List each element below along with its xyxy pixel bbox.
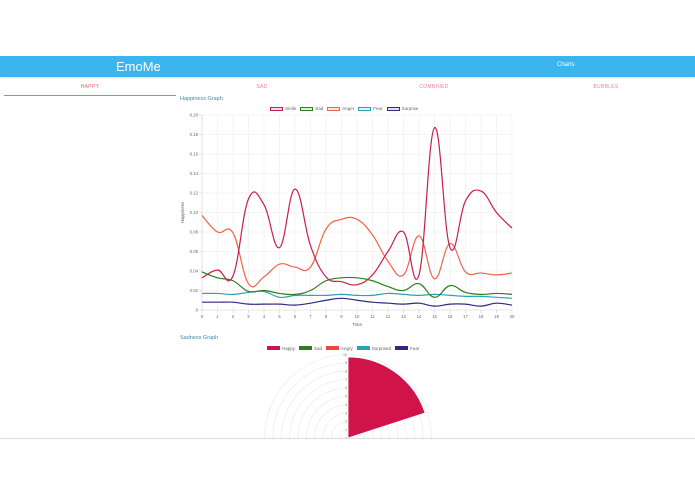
y-tick-label: 0.04 [190, 269, 199, 274]
x-tick-label: 10 [355, 314, 360, 319]
x-tick-label: 18 [479, 314, 484, 319]
sadness-graph-title: Sadness Graph [180, 335, 219, 341]
tab-sad[interactable]: SAD [256, 84, 268, 90]
legend-label: Sad [315, 106, 324, 111]
tab-happy[interactable]: HAPPY [4, 80, 176, 96]
radial-tick-label: 0 [345, 436, 347, 438]
radial-tick-label: 10 [343, 353, 347, 357]
radial-tick-label: 9 [345, 361, 347, 365]
happiness-graph-title: Happiness Graph [180, 96, 223, 102]
y-tick-label: 0.06 [190, 249, 199, 254]
radial-tick-label: 3 [345, 411, 347, 415]
legend-swatch-icon [356, 346, 370, 350]
x-tick-label: 12 [386, 314, 391, 319]
legend-item-fear[interactable]: Fear [358, 106, 383, 111]
y-tick-label: 0.10 [190, 210, 199, 215]
legend-item-surprised[interactable]: Surprised [356, 345, 392, 351]
x-tick-label: 6 [294, 314, 297, 319]
x-axis-title: Time [352, 322, 362, 327]
x-tick-label: 13 [401, 314, 406, 319]
app-bar: EmoMe Charts [0, 56, 695, 77]
x-tick-label: 1 [216, 314, 219, 319]
legend-label: Fear [410, 345, 420, 351]
x-tick-label: 15 [432, 314, 437, 319]
radial-tick-label: 6 [345, 386, 347, 390]
legend-swatch-icon [267, 346, 280, 350]
radial-tick-label: 5 [345, 395, 347, 399]
legend-label: Sad [314, 345, 323, 351]
series-line-smile[interactable] [201, 127, 513, 286]
series-line-surprise[interactable] [201, 297, 513, 307]
legend-swatch-icon [326, 346, 340, 350]
legend-label: Anger [342, 106, 355, 111]
x-tick-label: 8 [325, 314, 328, 319]
tab-combined[interactable]: COMBINED [419, 84, 449, 90]
y-tick-label: 0.14 [190, 171, 199, 176]
legend-item-angry[interactable]: Angry [326, 346, 353, 351]
x-tick-label: 20 [510, 314, 515, 319]
radial-tick-label: 4 [345, 403, 347, 407]
sadness-polar-chart: 0 1 2 3 4 5 6 7 8 9 10 [264, 352, 432, 438]
legend-item-happy[interactable]: Happy [267, 346, 295, 351]
legend-label: Surprise [401, 106, 419, 111]
legend-swatch-icon [299, 346, 313, 350]
radial-tick-label: 2 [345, 420, 347, 424]
x-tick-label: 9 [340, 314, 343, 319]
app-title[interactable]: EmoMe [116, 59, 161, 74]
footer-area [0, 439, 695, 494]
y-tick-label: 0.16 [190, 152, 199, 157]
legend-swatch-icon [358, 106, 372, 111]
series-line-anger[interactable] [201, 215, 513, 288]
y-tick-label: 0.12 [190, 191, 199, 196]
x-tick-label: 3 [247, 314, 250, 319]
legend-label: Fear [373, 106, 383, 111]
y-tick-label: 0 [196, 308, 199, 313]
legend-swatch-icon [300, 106, 314, 111]
x-tick-label: 4 [263, 314, 266, 319]
radial-tick-label: 7 [345, 378, 347, 382]
sadness-legend: Happy Sad Angry Surprised Fear [267, 346, 423, 351]
x-tick-label: 14 [417, 314, 422, 319]
legend-swatch-icon [327, 106, 341, 111]
y-axis-title: Happiness [180, 201, 185, 223]
legend-item-surprise[interactable]: Surprise [386, 106, 419, 111]
x-tick-label: 19 [494, 314, 499, 319]
legend-item-sad[interactable]: Sad [299, 346, 322, 351]
legend-swatch-icon [395, 346, 409, 350]
x-tick-label: 5 [278, 314, 281, 319]
legend-label: Surprised [371, 345, 392, 351]
y-tick-label: 0.18 [190, 132, 199, 137]
y-tick-label: 0.02 [190, 288, 199, 293]
tab-bar: HAPPY SAD COMBINED BUBBLES [0, 80, 695, 96]
legend-swatch-icon [270, 106, 283, 111]
radial-tick-label: 8 [345, 370, 347, 374]
legend-swatch-icon [386, 106, 400, 111]
x-tick-label: 16 [448, 314, 453, 319]
y-tick-label: 0.08 [190, 230, 199, 235]
series-line-sad[interactable] [201, 271, 513, 298]
happiness-line-chart: 0 0.02 0.04 0.06 0.08 0.10 0.12 0.14 0.16 0.18 0.2… [180, 113, 515, 328]
polar-wedge-happy[interactable] [347, 356, 426, 438]
legend-item-anger[interactable]: Anger [327, 106, 354, 111]
legend-label: Happy [282, 345, 296, 351]
x-tick-label: 11 [370, 314, 375, 319]
legend-item-smile[interactable]: Smile [270, 106, 296, 111]
legend-item-fear[interactable]: Fear [395, 346, 419, 351]
tab-bubbles[interactable]: BUBBLES [593, 84, 619, 90]
x-tick-label: 17 [463, 314, 468, 319]
radial-tick-label: 1 [345, 428, 347, 432]
x-tick-label: 2 [232, 314, 235, 319]
nav-link-charts[interactable]: Charts [557, 62, 575, 68]
legend-label: Angry [341, 345, 353, 351]
footer-divider [0, 438, 695, 439]
y-tick-label: 0.20 [190, 113, 199, 118]
x-tick-label: 0 [201, 314, 204, 319]
legend-label: Smile [285, 106, 297, 111]
happiness-legend: Smile Sad Anger Fear Surprise [270, 106, 422, 111]
x-tick-label: 7 [309, 314, 312, 319]
legend-item-sad[interactable]: Sad [300, 106, 323, 111]
